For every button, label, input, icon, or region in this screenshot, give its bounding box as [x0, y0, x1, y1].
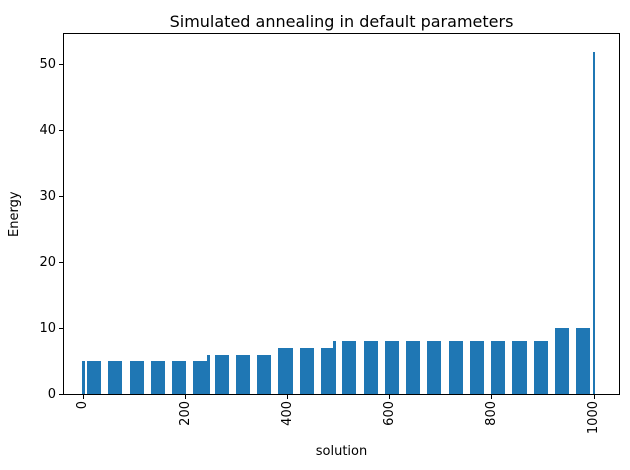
bar [384, 341, 399, 394]
y-tick-label: 30 [39, 189, 56, 205]
bar [592, 51, 596, 394]
x-tick [491, 395, 493, 399]
plot-area [63, 33, 620, 395]
x-tick [389, 395, 391, 399]
bar [491, 341, 506, 394]
y-tick-label: 10 [39, 320, 56, 336]
bar [82, 361, 85, 394]
y-tick-label: 50 [39, 57, 56, 73]
x-tick-label: 600 [381, 401, 397, 426]
y-tick [59, 261, 63, 263]
x-tick-label: 800 [483, 401, 499, 426]
y-tick [59, 327, 63, 329]
y-tick-label: 0 [47, 386, 56, 402]
bar [193, 361, 208, 394]
y-tick [59, 393, 63, 395]
bar [406, 341, 421, 394]
x-axis-label: solution [315, 444, 368, 459]
y-tick [59, 130, 63, 132]
bar [469, 341, 485, 394]
y-tick [59, 196, 63, 198]
bar [299, 347, 314, 394]
bar [150, 361, 165, 394]
bar [257, 354, 272, 394]
bar [363, 341, 378, 394]
bar [533, 341, 548, 394]
x-tick [287, 395, 289, 399]
x-tick-label: 1000 [586, 401, 601, 435]
x-tick-label: 0 [75, 401, 91, 410]
chart-title: Simulated annealing in default parameter… [169, 12, 514, 31]
y-tick-label: 40 [39, 123, 56, 139]
bar [207, 354, 211, 394]
bar [108, 361, 123, 394]
bar [129, 361, 144, 394]
bar [172, 361, 187, 394]
bar [321, 347, 336, 394]
bar [332, 341, 336, 394]
bar [576, 328, 591, 394]
bar [448, 341, 463, 394]
x-tick-label: 200 [177, 401, 193, 426]
bar [555, 328, 570, 394]
y-axis-label: Energy [7, 191, 22, 237]
x-tick-label: 400 [279, 401, 295, 426]
x-tick [593, 395, 595, 399]
x-tick [82, 395, 84, 399]
bar [86, 361, 102, 394]
bar [512, 341, 527, 394]
bar [342, 341, 357, 394]
y-tick [59, 64, 63, 66]
bar [427, 341, 442, 394]
bar [278, 347, 293, 394]
bar [214, 354, 229, 394]
y-tick-label: 20 [39, 254, 56, 270]
bar [235, 354, 251, 394]
x-tick [185, 395, 186, 399]
